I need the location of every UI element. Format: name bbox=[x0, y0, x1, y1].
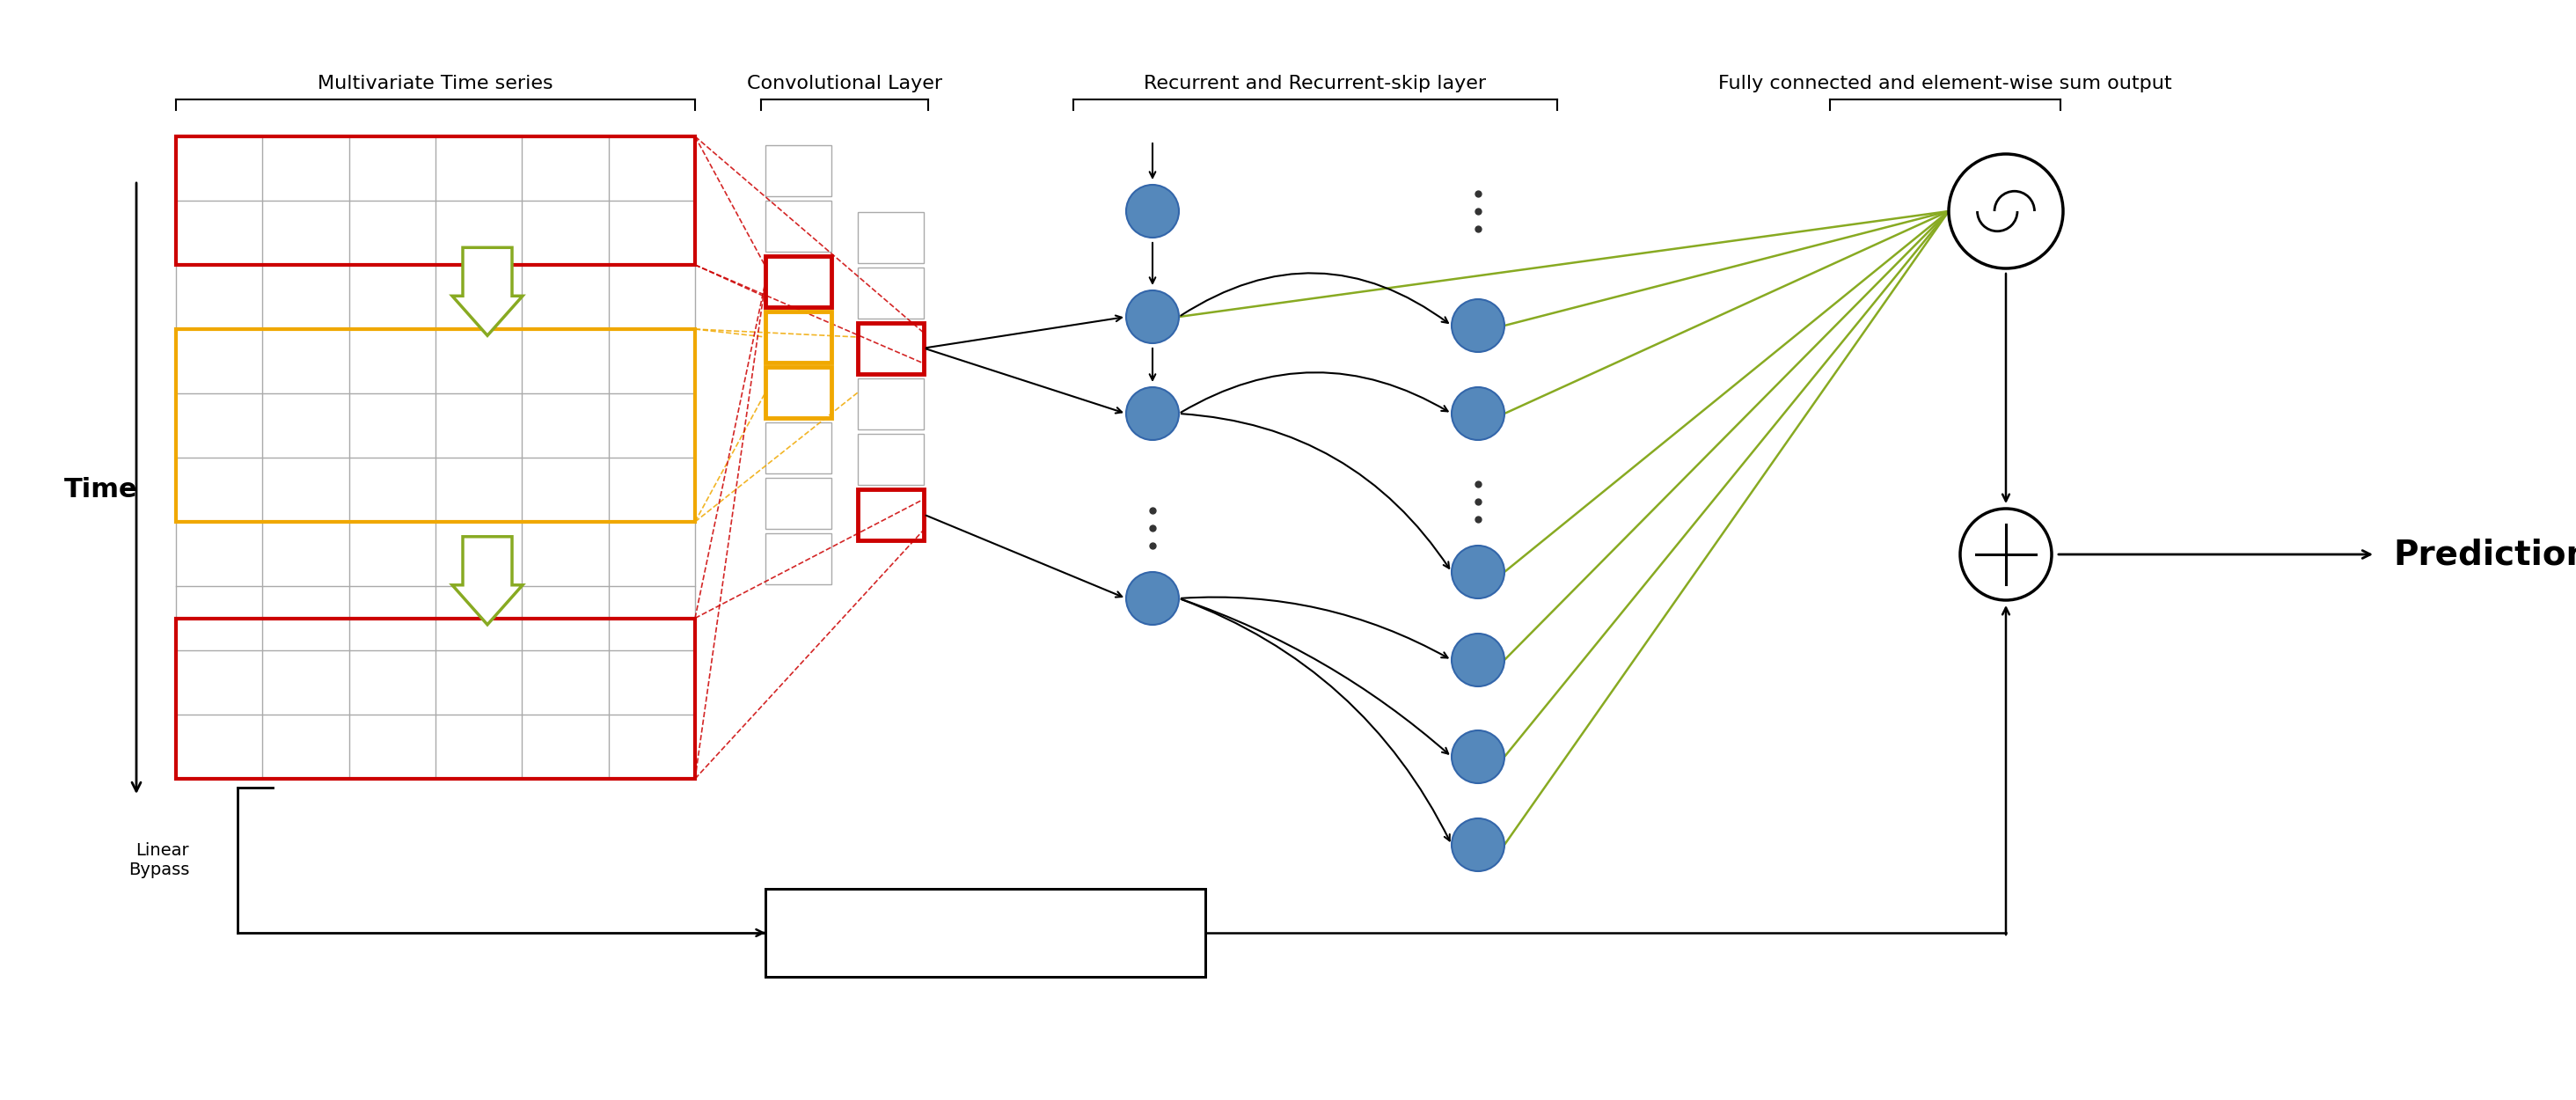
Bar bbox=[765, 367, 832, 418]
Bar bbox=[858, 433, 925, 484]
Text: Recurrent and Recurrent-skip layer: Recurrent and Recurrent-skip layer bbox=[1144, 75, 1486, 92]
Bar bbox=[858, 322, 925, 374]
Bar bbox=[765, 422, 832, 473]
Bar bbox=[765, 145, 832, 196]
Bar bbox=[858, 488, 925, 540]
Circle shape bbox=[1453, 634, 1504, 686]
Text: Time: Time bbox=[64, 477, 139, 503]
Bar bbox=[858, 267, 925, 318]
Bar bbox=[765, 367, 832, 418]
Polygon shape bbox=[453, 537, 523, 625]
Bar bbox=[765, 256, 832, 307]
Circle shape bbox=[1453, 730, 1504, 783]
Bar bbox=[858, 211, 925, 263]
Circle shape bbox=[1126, 185, 1180, 238]
Text: Prediction: Prediction bbox=[2393, 538, 2576, 571]
Circle shape bbox=[1126, 387, 1180, 440]
Text: Convolutional Layer: Convolutional Layer bbox=[747, 75, 943, 92]
Circle shape bbox=[1453, 546, 1504, 598]
Circle shape bbox=[1453, 387, 1504, 440]
Bar bbox=[765, 311, 832, 363]
Circle shape bbox=[1453, 818, 1504, 871]
Polygon shape bbox=[453, 248, 523, 336]
Bar bbox=[765, 534, 832, 584]
Bar bbox=[765, 256, 832, 307]
Bar bbox=[765, 889, 1206, 977]
Bar bbox=[175, 136, 696, 265]
Bar bbox=[175, 618, 696, 779]
Circle shape bbox=[1947, 154, 2063, 268]
Bar bbox=[765, 889, 1206, 977]
Circle shape bbox=[1126, 290, 1180, 343]
Bar bbox=[858, 488, 925, 540]
Bar bbox=[765, 200, 832, 252]
Bar bbox=[175, 329, 696, 521]
Text: Multivariate Time series: Multivariate Time series bbox=[317, 75, 554, 92]
Circle shape bbox=[1960, 508, 2050, 601]
Text: Fully connected and element-wise sum output: Fully connected and element-wise sum out… bbox=[1718, 75, 2172, 92]
Text: Linear
Bypass: Linear Bypass bbox=[129, 843, 188, 878]
Circle shape bbox=[1453, 299, 1504, 352]
Bar bbox=[858, 378, 925, 429]
Bar bbox=[765, 477, 832, 529]
Text: Autoregresssive: Autoregresssive bbox=[878, 920, 1092, 946]
Bar bbox=[765, 311, 832, 363]
Circle shape bbox=[1126, 572, 1180, 625]
Bar bbox=[858, 322, 925, 374]
